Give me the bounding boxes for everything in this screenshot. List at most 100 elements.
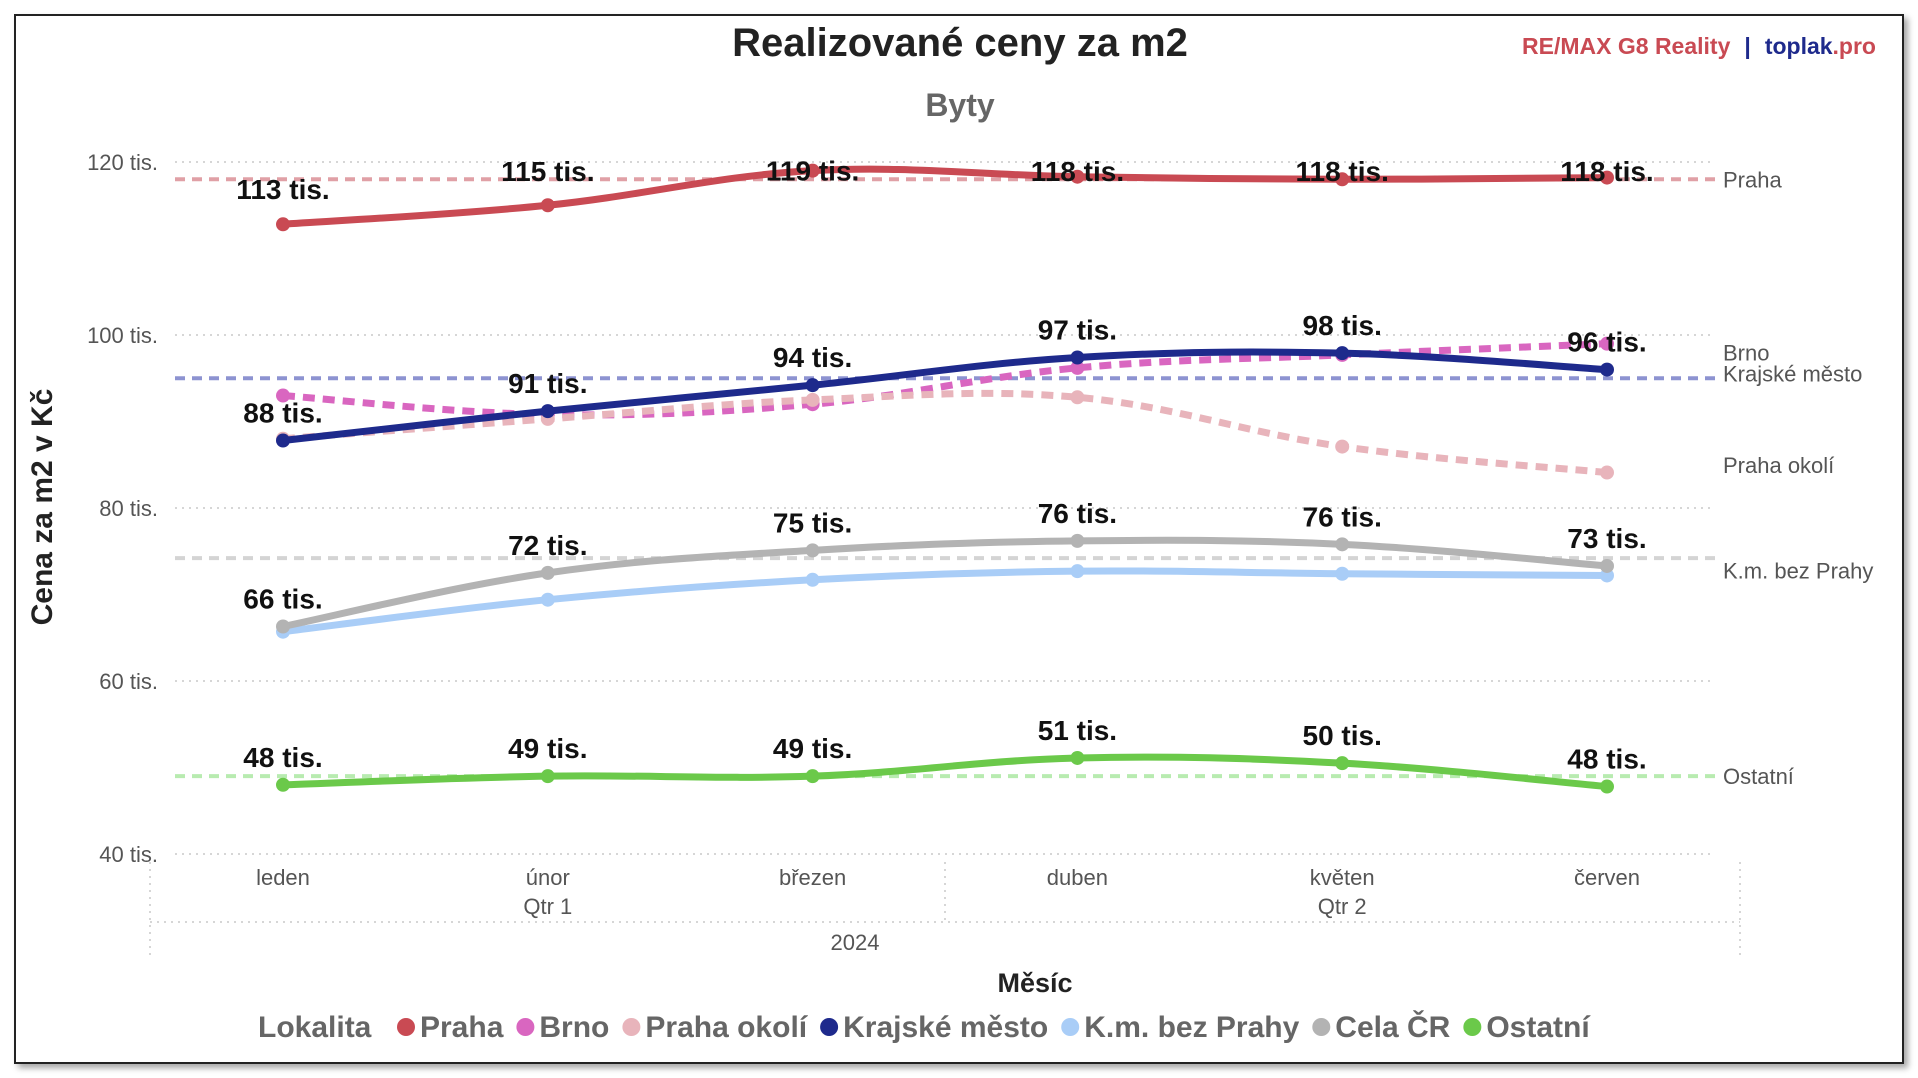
data-label: 49 tis. — [508, 733, 587, 764]
x-tick-label: červen — [1574, 865, 1640, 890]
legend-item: Praha — [420, 1011, 504, 1044]
data-label: 48 tis. — [243, 742, 322, 773]
data-point — [1600, 362, 1614, 377]
data-label: 49 tis. — [773, 733, 852, 764]
brand-re: RE — [1522, 33, 1554, 59]
end-label: Krajské město — [1723, 361, 1862, 386]
data-label: 48 tis. — [1567, 744, 1646, 775]
data-point — [1335, 346, 1350, 361]
grid-layer: 40 tis. 60 tis. 80 tis. 100 tis. 120 tis. — [87, 150, 1715, 867]
data-point — [1335, 439, 1350, 454]
y-tick-label: 100 tis. — [87, 323, 158, 348]
data-point — [1070, 169, 1085, 184]
data-label: 50 tis. — [1303, 720, 1382, 751]
data-point — [1070, 360, 1085, 375]
data-point — [1600, 779, 1614, 794]
legend-item: Brno — [539, 1011, 609, 1044]
legend-marker — [820, 1018, 839, 1036]
data-label: 118 tis. — [1560, 156, 1653, 187]
brand-max: /MAX G8 Reality — [1554, 33, 1731, 59]
data-point — [1335, 537, 1350, 552]
data-point — [1070, 390, 1085, 405]
data-point — [1600, 465, 1614, 480]
average-lines — [175, 177, 1715, 779]
end-label: Praha okolí — [1723, 453, 1834, 478]
x-tick-label: duben — [1047, 865, 1108, 890]
data-point — [805, 769, 820, 784]
data-label: 51 tis. — [1038, 715, 1117, 746]
data-point — [276, 777, 290, 792]
brand-toplak: toplak — [1765, 33, 1833, 59]
data-point — [540, 592, 555, 607]
year-label: 2024 — [831, 930, 880, 955]
end-label: Praha — [1723, 167, 1782, 192]
end-label: Ostatní — [1723, 764, 1794, 789]
data-point — [805, 163, 820, 178]
data-point — [540, 565, 555, 580]
data-point — [805, 378, 820, 393]
data-point — [540, 404, 555, 419]
data-label: 97 tis. — [1038, 314, 1117, 345]
data-label: 113 tis. — [236, 174, 329, 205]
data-point — [1335, 172, 1350, 187]
data-point — [276, 217, 290, 232]
data-point — [540, 769, 555, 784]
y-tick-label: 80 tis. — [99, 496, 158, 521]
series-line — [279, 567, 1611, 636]
data-point — [276, 433, 290, 448]
data-point — [1600, 336, 1614, 351]
data-point — [805, 543, 820, 558]
data-label: 76 tis. — [1303, 501, 1382, 532]
y-tick-label: 60 tis. — [99, 669, 158, 694]
data-point — [540, 198, 555, 213]
series-line — [279, 165, 1611, 228]
brand-logo: RE/MAX G8 Reality | toplak.pro — [1522, 33, 1876, 59]
legend-item: Krajské město — [843, 1011, 1048, 1044]
series-line — [279, 536, 1611, 631]
data-point — [1335, 566, 1350, 581]
y-tick-label: 120 tis. — [87, 150, 158, 175]
data-point — [805, 392, 820, 407]
legend-marker — [397, 1018, 415, 1036]
chart-title: Realizované ceny za m2 — [732, 21, 1188, 65]
legend-item: Cela ČR — [1335, 1010, 1450, 1044]
legend-marker — [516, 1018, 535, 1036]
data-point — [276, 619, 290, 634]
data-point — [1070, 750, 1085, 765]
quarter-label: Qtr 1 — [523, 894, 572, 919]
legend-marker — [1463, 1018, 1482, 1036]
data-point — [1070, 350, 1085, 365]
legend-marker — [1061, 1018, 1080, 1036]
data-labels: 113 tis. 115 tis. 119 tis. 118 tis. 118 tis.… — [236, 156, 1653, 775]
data-point — [805, 572, 820, 587]
series-layer — [276, 163, 1614, 794]
legend-item: Praha okolí — [645, 1011, 808, 1044]
data-point — [1600, 558, 1614, 573]
data-label: 91 tis. — [508, 368, 587, 399]
data-label: 72 tis. — [508, 530, 587, 561]
brand-separator: | — [1744, 33, 1750, 59]
data-label: 115 tis. — [501, 156, 594, 187]
chart-frame — [14, 14, 1904, 1064]
data-point — [1070, 533, 1085, 548]
data-label: 96 tis. — [1567, 327, 1646, 358]
x-tick-label: leden — [256, 865, 310, 890]
legend-item: K.m. bez Prahy — [1084, 1011, 1299, 1044]
series-line — [282, 389, 1608, 477]
data-label: 94 tis. — [773, 342, 852, 373]
y-axis-title: Cena za m2 v Kč — [26, 389, 59, 626]
data-label: 75 tis. — [773, 507, 852, 538]
data-label: 76 tis. — [1038, 498, 1117, 529]
data-label: 73 tis. — [1567, 523, 1646, 554]
data-label: 98 tis. — [1303, 310, 1382, 341]
data-point — [276, 388, 290, 403]
x-axis-title: Měsíc — [997, 968, 1072, 998]
legend-marker — [622, 1018, 641, 1036]
data-point — [1335, 756, 1350, 771]
end-label: K.m. bez Prahy — [1723, 558, 1873, 583]
series-line — [279, 753, 1611, 791]
data-point — [1070, 564, 1085, 579]
y-tick-label: 40 tis. — [99, 842, 158, 867]
